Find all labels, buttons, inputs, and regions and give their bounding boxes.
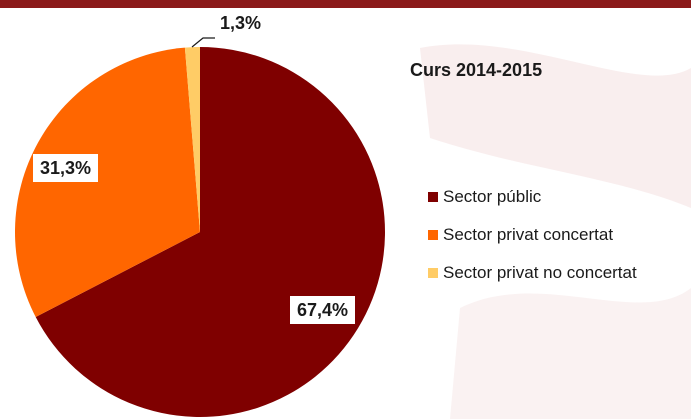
pie-slice-public [35,47,385,417]
legend: Sector públic Sector privat concertat Se… [428,178,637,292]
data-label-leader-line [191,37,215,48]
top-band [0,0,691,8]
legend-item-private-no-concertat: Sector privat no concertat [428,254,637,292]
chart-title: Curs 2014-2015 [410,60,543,80]
legend-label-private-concertat: Sector privat concertat [443,225,614,244]
data-label-private-no-concertat: 1,3% [220,13,262,33]
background-decoration [420,44,691,419]
legend-swatch-private-no-concertat [428,268,438,278]
pie-slice-private-concertat [14,47,201,318]
legend-label-private-no-concertat: Sector privat no concertat [443,263,637,282]
data-label-private-concertat: 31,3% [33,154,99,182]
legend-swatch-public [428,192,438,202]
legend-swatch-private-concertat [428,230,438,240]
legend-item-public: Sector públic [428,178,637,216]
legend-item-private-concertat: Sector privat concertat [428,216,637,254]
pie-slice-private-no-concertat [184,47,200,232]
legend-label-public: Sector públic [443,187,542,206]
data-label-public: 67,4% [290,296,356,324]
